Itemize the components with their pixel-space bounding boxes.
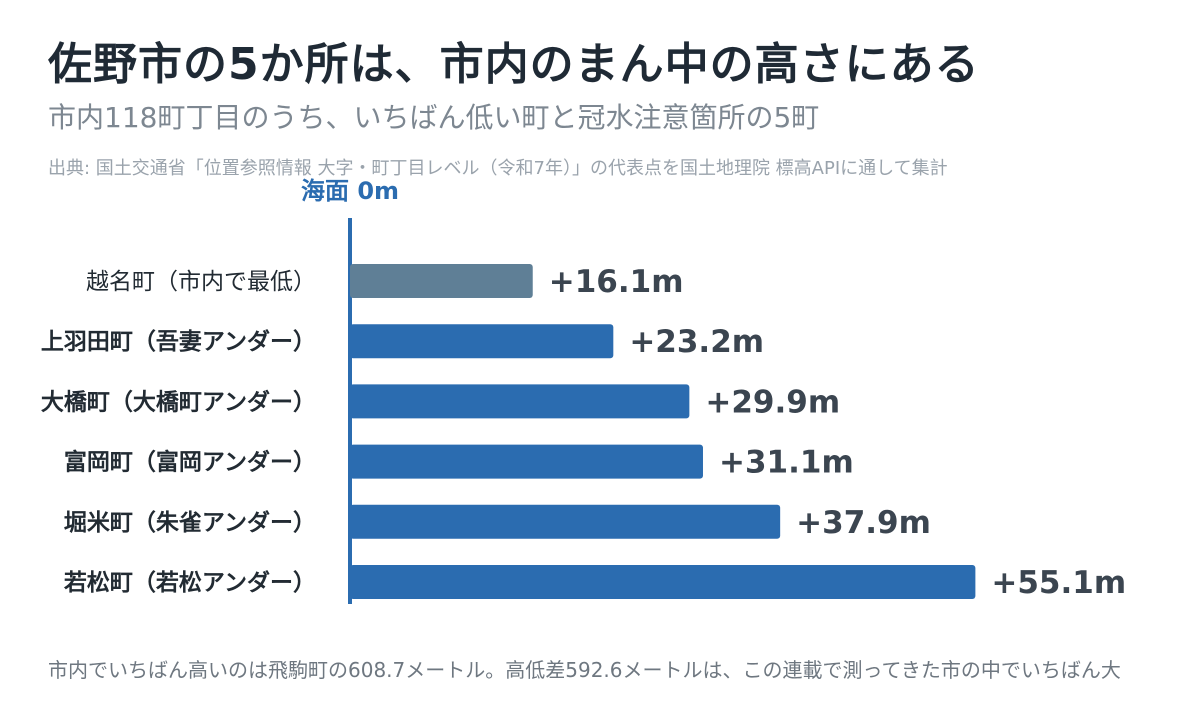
- bar: [350, 565, 976, 599]
- bar: [350, 324, 614, 359]
- category-label: 富岡町（富岡アンダー）: [64, 449, 316, 476]
- value-label: +31.1m: [719, 445, 854, 481]
- category-label: 大橋町（大橋町アンダー）: [41, 388, 316, 415]
- value-label: +29.9m: [705, 384, 840, 420]
- footnote: 市内でいちばん高いのは飛駒町の608.7メートル。高低差592.6メートルは、こ…: [48, 658, 1121, 682]
- category-label: 上羽田町（吾妻アンダー）: [41, 328, 316, 355]
- value-label: +16.1m: [549, 264, 684, 300]
- category-label: 越名町（市内で最低）: [86, 269, 316, 295]
- zero-axis-label: 海面 0m: [301, 177, 399, 205]
- source-note: 出典: 国土交通省「位置参照情報 大字・町丁目レベル（令和7年）」の代表点を国土…: [48, 158, 948, 179]
- value-label: +55.1m: [991, 565, 1126, 601]
- category-label: 堀米町（朱雀アンダー）: [64, 509, 316, 536]
- value-label: +37.9m: [796, 505, 931, 541]
- bar: [350, 444, 703, 479]
- value-label: +23.2m: [629, 324, 764, 360]
- bar-chart: 海面 0m 越名町（市内で最低） +16.1m 上羽田町（吾妻アンダー） +23.2m…: [41, 177, 1126, 604]
- bar: [350, 264, 533, 298]
- bar-group: 越名町（市内で最低） +16.1m 上羽田町（吾妻アンダー） +23.2m 大橋町（大橋…: [41, 264, 1126, 601]
- chart-subtitle: 市内118町丁目のうち、いちばん低い町と冠水注意箇所の5町: [48, 101, 820, 134]
- bar: [350, 384, 690, 419]
- category-label: 若松町（若松アンダー）: [64, 569, 316, 596]
- bar: [350, 504, 781, 539]
- chart-title: 佐野市の5か所は、市内のまん中の高さにある: [48, 39, 980, 90]
